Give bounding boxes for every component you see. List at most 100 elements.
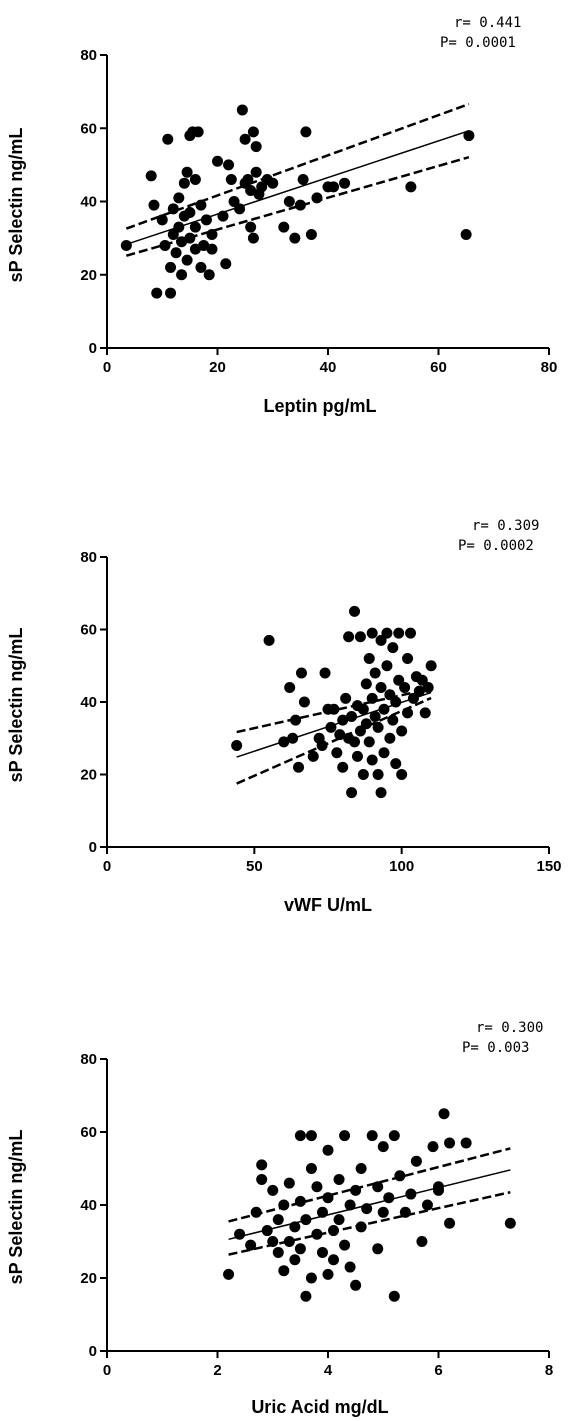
- data-point: [300, 126, 312, 138]
- data-point: [444, 1217, 456, 1229]
- confidence-band-upper: [125, 102, 470, 230]
- data-point: [247, 126, 259, 138]
- data-point: [331, 747, 343, 759]
- data-point: [350, 1279, 362, 1291]
- data-point: [419, 707, 431, 719]
- x-axis-title: vWF U/mL: [284, 895, 372, 915]
- r-value-text: r= 0.300: [476, 1020, 543, 1036]
- x-tick-label: 100: [389, 858, 414, 875]
- data-point: [267, 1184, 279, 1196]
- data-point: [366, 754, 378, 766]
- data-point: [388, 1130, 400, 1142]
- y-axis-title: sP Selectin ng/mL: [6, 1130, 26, 1285]
- x-tick-label: 6: [434, 1362, 442, 1379]
- data-point: [278, 1265, 290, 1277]
- data-point: [339, 1239, 351, 1251]
- y-tick-label: 60: [80, 120, 97, 137]
- data-point: [363, 736, 375, 748]
- data-point: [405, 181, 417, 193]
- data-point: [263, 634, 275, 646]
- data-point: [206, 243, 218, 255]
- x-axis-title: Leptin pg/mL: [264, 396, 377, 416]
- data-point: [189, 221, 201, 233]
- data-point: [377, 1206, 389, 1218]
- x-tick-label: 150: [536, 858, 561, 875]
- data-point: [328, 181, 340, 193]
- data-point: [256, 1173, 268, 1185]
- data-point: [316, 1246, 328, 1258]
- data-point: [181, 166, 193, 178]
- data-point: [427, 1141, 439, 1153]
- data-point: [178, 177, 190, 189]
- r-value-text: r= 0.441: [454, 15, 521, 31]
- data-point: [346, 787, 358, 799]
- data-point: [372, 769, 384, 780]
- data-point: [250, 1206, 262, 1218]
- data-point: [294, 1130, 306, 1142]
- y-tick-label: 40: [80, 694, 97, 711]
- data-point: [300, 1290, 312, 1302]
- data-point: [289, 1254, 301, 1266]
- data-point: [145, 170, 157, 182]
- data-point: [198, 239, 210, 251]
- data-point: [354, 631, 366, 643]
- data-point: [165, 261, 177, 273]
- data-point: [294, 1243, 306, 1255]
- data-point: [425, 660, 437, 672]
- regression-line: [228, 1169, 511, 1241]
- data-point: [378, 703, 390, 715]
- data-point: [305, 1130, 317, 1142]
- data-point: [344, 1261, 356, 1273]
- data-point: [387, 642, 399, 654]
- confidence-band-upper: [236, 687, 432, 734]
- data-point: [245, 1239, 257, 1251]
- y-tick-label: 0: [89, 340, 97, 357]
- y-tick-label: 20: [80, 267, 97, 284]
- y-tick-label: 40: [80, 1197, 97, 1214]
- data-point: [405, 627, 417, 639]
- regression-line: [126, 130, 470, 246]
- data-point: [272, 1246, 284, 1258]
- data-point: [239, 133, 251, 145]
- data-point: [231, 740, 243, 751]
- y-axis-title: sP Selectin ng/mL: [6, 128, 26, 283]
- x-tick-label: 80: [541, 359, 558, 376]
- data-point: [293, 761, 305, 773]
- data-point: [212, 155, 223, 167]
- y-tick-label: 20: [80, 1270, 97, 1287]
- data-point: [283, 1177, 295, 1189]
- p-value-text: P= 0.003: [462, 1040, 529, 1056]
- data-point: [294, 199, 306, 211]
- data-point: [333, 1214, 345, 1226]
- data-point: [393, 627, 405, 639]
- data-point: [421, 1199, 433, 1211]
- p-value-text: P= 0.0001: [440, 35, 516, 51]
- data-point: [245, 185, 257, 197]
- data-point: [283, 196, 295, 207]
- data-point: [156, 214, 168, 226]
- data-point: [363, 653, 375, 664]
- data-point: [438, 1108, 450, 1120]
- data-point: [504, 1217, 516, 1229]
- data-point: [357, 769, 369, 780]
- data-point: [340, 692, 352, 704]
- data-point: [195, 199, 207, 211]
- data-point: [319, 667, 331, 679]
- data-point: [181, 254, 193, 266]
- data-point: [390, 758, 402, 770]
- data-point: [396, 725, 408, 737]
- data-point: [366, 627, 378, 639]
- data-point: [203, 269, 215, 281]
- data-point: [162, 133, 174, 145]
- x-axis-title: Uric Acid mg/dL: [251, 1397, 388, 1417]
- data-point: [388, 1290, 400, 1302]
- x-tick-label: 4: [324, 1362, 333, 1379]
- data-point: [369, 667, 381, 679]
- data-point: [148, 199, 160, 211]
- data-point: [289, 232, 301, 244]
- data-point: [189, 243, 201, 255]
- data-point: [195, 261, 207, 273]
- data-point: [334, 729, 346, 741]
- data-point: [184, 206, 196, 218]
- data-point: [247, 232, 259, 244]
